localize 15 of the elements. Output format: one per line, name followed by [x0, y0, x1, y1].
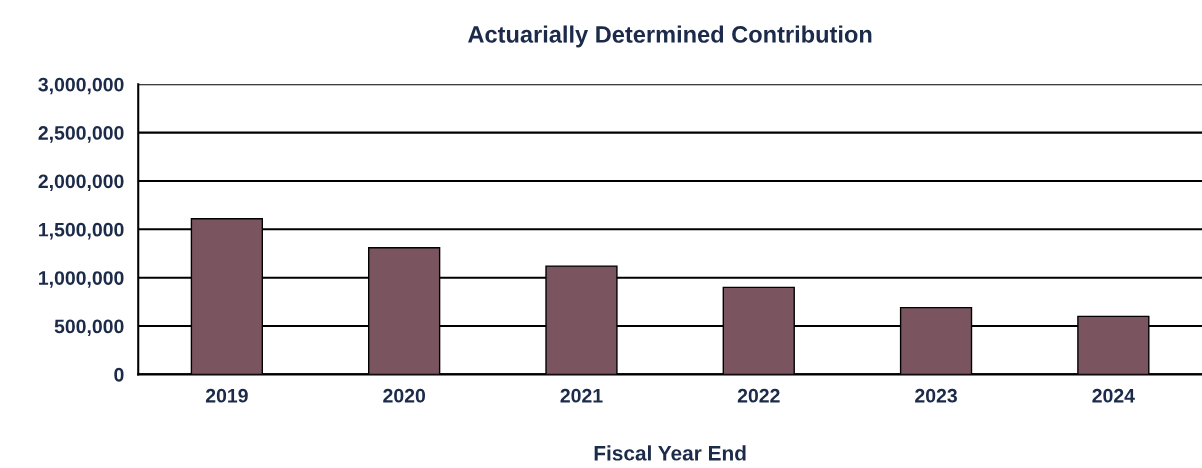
chart-title: Actuarially Determined Contribution [468, 25, 872, 48]
y-tick-label: 3,000,000 [38, 77, 124, 95]
x-tick-label: 2019 [205, 388, 248, 403]
y-tick-label: 500,000 [54, 319, 124, 337]
y-tick-label: 2,500,000 [38, 126, 124, 143]
y-tick-label: 1,500,000 [39, 222, 124, 240]
y-tick-label: 2,000,000 [38, 174, 124, 192]
y-tick-label: 0 [114, 367, 124, 382]
x-tick-label: 2020 [383, 388, 426, 403]
x-tick-label: 2023 [915, 388, 957, 403]
x-tick-label: 2024 [1092, 388, 1135, 403]
x-axis-title: Fiscal Year End [594, 445, 746, 461]
x-tick-label: 2022 [737, 388, 780, 403]
x-tick-label: 2021 [560, 388, 603, 403]
y-tick-label: 1,000,000 [39, 271, 124, 288]
